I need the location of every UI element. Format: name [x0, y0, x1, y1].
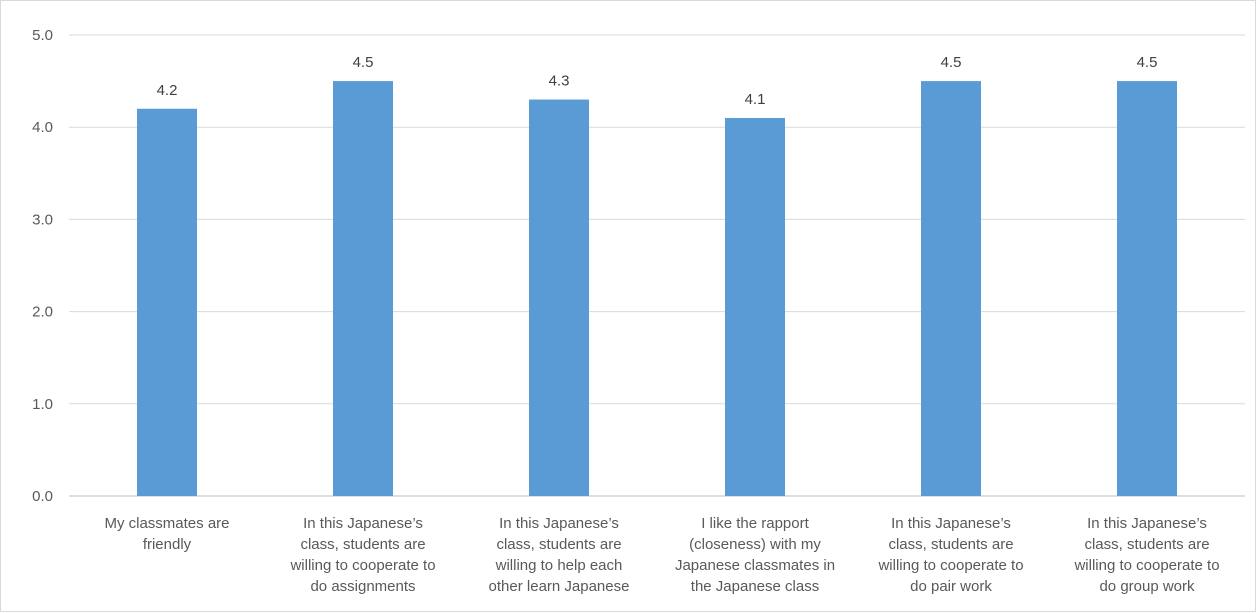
- data-label: 4.5: [1137, 54, 1158, 71]
- category-label-line: willing to help each: [495, 557, 623, 574]
- bar: [921, 81, 981, 496]
- category-label-line: the Japanese class: [691, 578, 819, 595]
- category-label-line: do group work: [1099, 578, 1195, 595]
- category-labels: My classmates are friendly In this Japanes…: [104, 515, 1219, 595]
- category-label-line: In this Japanese’s: [303, 515, 423, 532]
- category-label-line: In this Japanese’s: [1087, 515, 1207, 532]
- category-label-line: My classmates are: [104, 515, 229, 532]
- y-tick-label: 1.0: [32, 396, 53, 413]
- category-label-line: class, students are: [300, 536, 425, 553]
- category-label-line: class, students are: [496, 536, 621, 553]
- category-label: I like the rapport (closeness) with my Jap…: [675, 515, 835, 595]
- data-label: 4.1: [745, 91, 766, 108]
- bar: [137, 108, 197, 496]
- bar: [1117, 81, 1177, 496]
- category-label: In this Japanese’s class, students are wil…: [489, 515, 630, 595]
- y-tick-label: 5.0: [32, 27, 53, 44]
- category-label-line: willing to cooperate to: [877, 557, 1023, 574]
- category-label-line: willing to cooperate to: [1073, 557, 1219, 574]
- gridlines: [69, 34, 1245, 497]
- category-label-line: class, students are: [1084, 536, 1209, 553]
- y-axis-ticks: 0.0 1.0 2.0 3.0 4.0 5.0: [32, 27, 53, 505]
- category-label-line: friendly: [143, 536, 192, 553]
- category-label-line: I like the rapport: [701, 515, 809, 532]
- category-label: In this Japanese’s class, students are wil…: [877, 515, 1023, 595]
- category-label-line: other learn Japanese: [489, 578, 630, 595]
- data-label: 4.2: [157, 82, 178, 99]
- y-tick-label: 0.0: [32, 488, 53, 505]
- category-label-line: do pair work: [910, 578, 992, 595]
- category-label-line: class, students are: [888, 536, 1013, 553]
- category-label-line: Japanese classmates in: [675, 557, 835, 574]
- data-labels: 4.2 4.5 4.3 4.1 4.5 4.5: [157, 54, 1158, 108]
- category-label-line: (closeness) with my: [689, 536, 821, 553]
- category-label: In this Japanese’s class, students are wil…: [289, 515, 435, 595]
- bars: [137, 81, 1177, 496]
- bar: [333, 81, 393, 496]
- y-tick-label: 4.0: [32, 119, 53, 136]
- y-tick-label: 2.0: [32, 304, 53, 321]
- category-label-line: In this Japanese’s: [499, 515, 619, 532]
- category-label-line: do assignments: [310, 578, 415, 595]
- data-label: 4.5: [353, 54, 374, 71]
- y-tick-label: 3.0: [32, 211, 53, 228]
- category-label-line: willing to cooperate to: [289, 557, 435, 574]
- data-label: 4.5: [941, 54, 962, 71]
- bar: [725, 117, 785, 496]
- category-label-line: In this Japanese’s: [891, 515, 1011, 532]
- bar: [529, 99, 589, 496]
- category-label: In this Japanese’s class, students are wil…: [1073, 515, 1219, 595]
- category-label: My classmates are friendly: [104, 515, 229, 553]
- data-label: 4.3: [549, 73, 570, 90]
